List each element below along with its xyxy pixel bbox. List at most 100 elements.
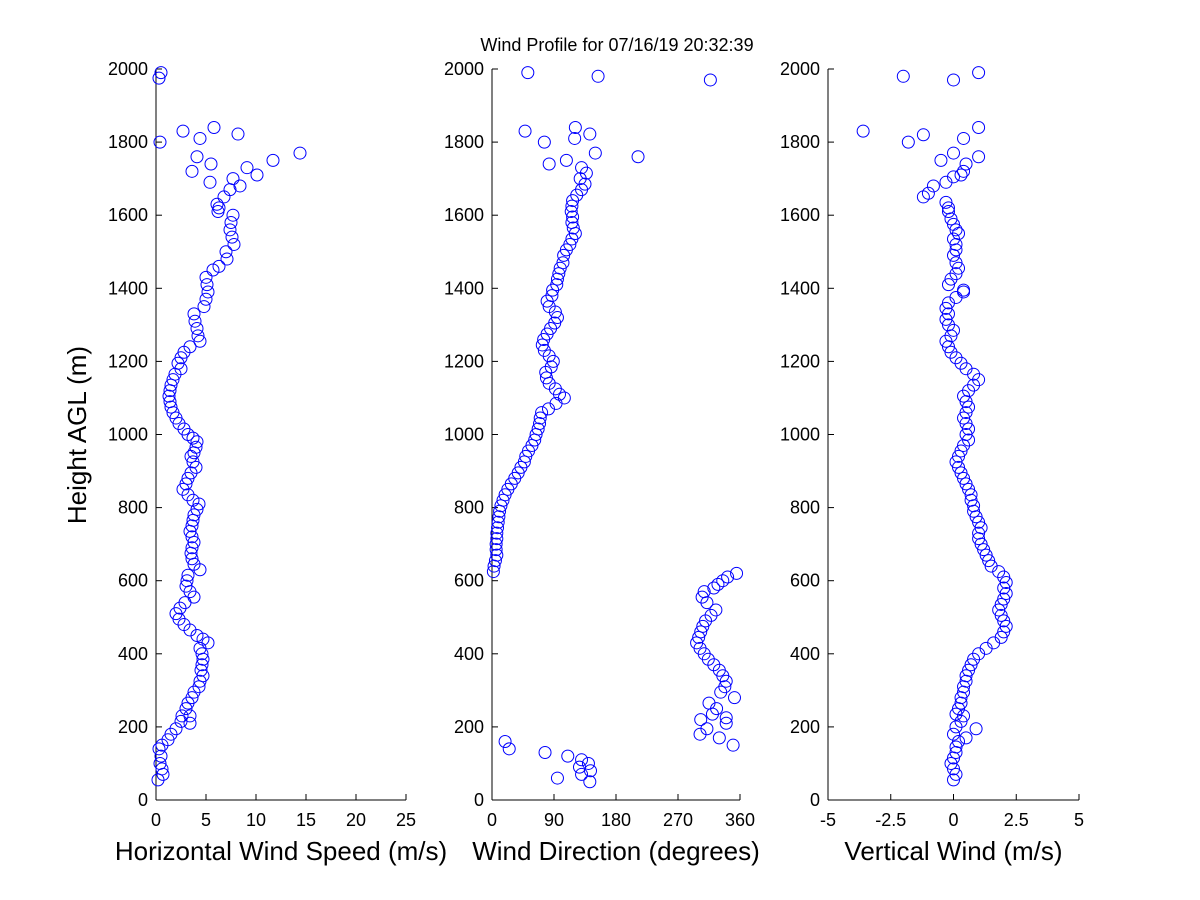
data-point	[561, 749, 575, 763]
y-tick-label: 1600	[444, 205, 484, 225]
data-point	[901, 135, 915, 149]
x-tick-label: 180	[601, 810, 631, 830]
x-tick-label: 270	[663, 810, 693, 830]
data-point	[491, 515, 505, 529]
data-point	[181, 696, 195, 710]
data-point	[191, 329, 205, 343]
data-point	[489, 543, 503, 557]
data-point	[489, 537, 503, 551]
data-point	[219, 245, 233, 259]
data-point	[193, 131, 207, 145]
y-tick-label: 1600	[108, 205, 148, 225]
data-point	[972, 66, 986, 80]
data-point	[535, 338, 549, 352]
data-point	[493, 504, 507, 518]
y-tick-label: 1600	[780, 205, 820, 225]
data-point	[201, 285, 215, 299]
data-point	[714, 685, 728, 699]
data-point	[185, 530, 199, 544]
x-tick-label: 15	[296, 810, 316, 830]
x-tick-label: 0	[948, 810, 958, 830]
data-point	[941, 278, 955, 292]
data-point	[949, 223, 963, 237]
data-point	[575, 767, 589, 781]
data-point	[705, 707, 719, 721]
data-point	[231, 127, 245, 141]
data-point	[566, 194, 580, 208]
y-tick-label: 1200	[780, 351, 820, 371]
y-tick-label: 1200	[108, 351, 148, 371]
data-point	[187, 307, 201, 321]
data-point	[181, 471, 195, 485]
y-tick-label: 2000	[780, 59, 820, 79]
data-point	[568, 120, 582, 134]
data-point	[203, 175, 217, 189]
data-point	[175, 709, 189, 723]
data-point	[199, 292, 213, 306]
data-point	[491, 521, 505, 535]
data-point	[550, 272, 564, 286]
data-point	[164, 378, 178, 392]
y-tick-label: 800	[454, 498, 484, 518]
x-tick-label: 360	[725, 810, 755, 830]
data-point	[210, 197, 224, 211]
data-point	[537, 135, 551, 149]
data-point	[941, 205, 955, 219]
data-point	[692, 630, 706, 644]
y-tick-label: 600	[454, 571, 484, 591]
data-point	[195, 647, 209, 661]
data-point	[916, 190, 930, 204]
data-point	[583, 775, 597, 789]
data-point	[721, 570, 735, 584]
data-point	[537, 332, 551, 346]
data-point	[162, 389, 176, 403]
data-point	[730, 566, 744, 580]
data-point	[187, 685, 201, 699]
y-axis-label: Height AGL (m)	[62, 346, 92, 524]
y-tick-label: 1400	[108, 278, 148, 298]
data-point	[703, 73, 717, 87]
data-point	[225, 230, 239, 244]
data-point	[565, 232, 579, 246]
data-point	[693, 727, 707, 741]
y-tick-label: 600	[790, 571, 820, 591]
data-point	[559, 153, 573, 167]
data-point	[969, 722, 983, 736]
data-point	[179, 702, 193, 716]
data-point	[553, 387, 567, 401]
x-tick-label: 0	[487, 810, 497, 830]
y-tick-label: 0	[810, 790, 820, 810]
data-point	[490, 526, 504, 540]
data-point	[153, 135, 167, 149]
panel-horizontal-wind-speed: 0 200 400 600 800 1000 1200 1400 1600 1800 2000 0 5 1…	[108, 59, 447, 866]
data-point	[196, 652, 210, 666]
data-point	[184, 449, 198, 463]
data-point	[185, 552, 199, 566]
data-point	[185, 164, 199, 178]
data-point	[972, 150, 986, 164]
data-point	[588, 146, 602, 160]
y-tick-label: 0	[138, 790, 148, 810]
data-point	[487, 559, 501, 573]
data-point	[193, 674, 207, 688]
y-tick-label: 1400	[780, 278, 820, 298]
data-point	[947, 73, 960, 87]
y-tick-label: 1400	[444, 278, 484, 298]
data-point	[949, 707, 963, 721]
data-point	[518, 124, 532, 138]
data-point	[538, 745, 552, 759]
data-point	[266, 153, 280, 167]
y-tick-label: 400	[454, 644, 484, 664]
y-tick-label: 1800	[444, 132, 484, 152]
y-tick-label: 1000	[780, 425, 820, 445]
data-point	[223, 223, 237, 237]
data-point	[959, 157, 973, 171]
data-point	[193, 563, 207, 577]
data-point	[947, 773, 960, 787]
y-tick-label: 1000	[444, 425, 484, 445]
data-point	[226, 208, 240, 222]
data-point	[185, 541, 199, 555]
data-point	[856, 124, 870, 138]
data-point	[557, 248, 571, 262]
data-point	[204, 157, 218, 171]
